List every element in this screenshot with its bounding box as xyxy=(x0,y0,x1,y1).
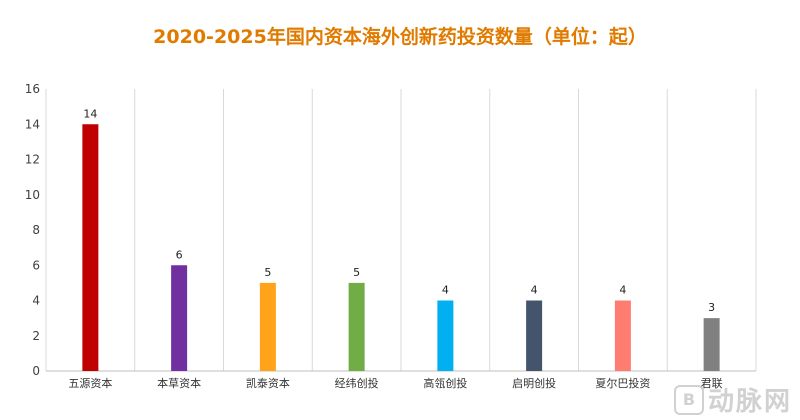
data-label: 6 xyxy=(176,248,183,261)
x-category-label: 经纬创投 xyxy=(335,376,379,390)
y-tick-label: 4 xyxy=(32,294,40,308)
bar xyxy=(259,282,276,371)
y-tick-label: 14 xyxy=(25,117,40,131)
data-label: 4 xyxy=(531,284,538,297)
bar xyxy=(437,300,454,371)
x-category-label: 本草资本 xyxy=(157,376,201,390)
x-category-label: 高瓴创投 xyxy=(423,376,467,390)
y-tick-label: 12 xyxy=(25,153,40,167)
bar xyxy=(82,124,99,371)
data-label: 5 xyxy=(353,266,360,279)
bar xyxy=(348,282,365,371)
y-tick-label: 6 xyxy=(32,258,40,272)
y-tick-label: 10 xyxy=(25,188,40,202)
watermark: B 动脉网 xyxy=(673,381,792,418)
x-category-label: 夏尔巴投资 xyxy=(595,376,650,390)
x-category-label: 五源资本 xyxy=(68,376,112,390)
y-tick-label: 2 xyxy=(32,329,40,343)
bar xyxy=(171,265,188,371)
chart-title: 2020-2025年国内资本海外创新药投资数量（单位：起） xyxy=(153,26,647,48)
data-label: 14 xyxy=(83,107,97,120)
bar xyxy=(614,300,631,371)
x-category-label: 启明创投 xyxy=(512,376,556,390)
data-label: 5 xyxy=(264,266,271,279)
x-category-label: 凯泰资本 xyxy=(246,376,290,390)
y-tick-label: 16 xyxy=(25,82,40,96)
bar xyxy=(703,318,720,371)
data-label: 3 xyxy=(708,301,715,314)
bar xyxy=(526,300,543,371)
x-category-label: 君联 xyxy=(701,377,723,390)
data-label: 4 xyxy=(619,284,626,297)
watermark-text: 动脉网 xyxy=(707,387,792,417)
data-label: 4 xyxy=(442,284,449,297)
watermark-logo-icon: B xyxy=(673,384,704,415)
y-tick-label: 8 xyxy=(32,223,40,237)
y-tick-label: 0 xyxy=(32,364,40,378)
